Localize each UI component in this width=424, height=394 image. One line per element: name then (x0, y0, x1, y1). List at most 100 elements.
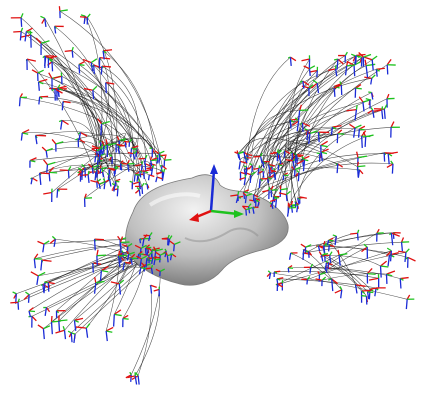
gripper-frame (373, 106, 384, 120)
frame-y-axis (260, 152, 263, 157)
frame-x-axis (125, 374, 132, 379)
frame-x-axis (75, 326, 87, 329)
gripper-frame (361, 294, 369, 305)
frame-x-axis (90, 179, 97, 183)
gripper-frame (91, 144, 104, 158)
frame-y-axis (62, 326, 66, 331)
trajectory-curve (32, 140, 120, 179)
frame-z-axis (267, 164, 271, 171)
frame-z-axis (42, 328, 45, 340)
gripper-frame (161, 234, 170, 246)
frame-z-axis (78, 132, 82, 141)
frame-y-axis (258, 165, 261, 169)
trajectory-curve (288, 136, 366, 207)
frame-z-axis (101, 171, 105, 178)
frame-z-axis (308, 133, 311, 145)
frame-x-axis (41, 146, 47, 152)
frame-x-axis (364, 56, 373, 61)
trajectory-curve (277, 254, 340, 285)
frame-x-axis (134, 189, 140, 194)
frame-z-axis (243, 177, 247, 186)
world-origin-frame (189, 164, 244, 222)
gripper-frame (79, 170, 90, 184)
gripper-frame (316, 244, 324, 252)
frame-x-axis (386, 163, 394, 168)
frame-y-axis (102, 178, 106, 182)
gripper-frame (399, 276, 409, 289)
frame-z-axis (149, 285, 153, 294)
frame-z-axis (58, 320, 61, 332)
gripper-frame (136, 255, 147, 267)
frame-y-axis (309, 130, 318, 135)
frame-y-axis (144, 154, 148, 159)
gripper-frame (58, 119, 69, 130)
frame-z-axis (316, 83, 320, 94)
gripper-frame (33, 253, 43, 269)
gripper-frame (105, 326, 114, 342)
frame-x-axis (83, 87, 93, 91)
frame-x-axis (296, 159, 305, 165)
frame-z-axis (40, 259, 43, 271)
frame-y-axis (248, 203, 252, 208)
frame-z-axis (90, 62, 94, 72)
gripper-frame (108, 168, 116, 175)
frame-x-axis (82, 58, 92, 64)
frame-x-axis (101, 140, 105, 147)
frame-x-axis (320, 140, 328, 146)
frame-y-axis (243, 165, 247, 168)
frame-y-axis (355, 87, 362, 90)
frame-x-axis (361, 246, 368, 253)
frame-y-axis (285, 190, 291, 196)
frame-y-axis (346, 64, 355, 67)
frame-x-axis (288, 203, 291, 209)
frame-x-axis (350, 232, 358, 235)
frame-x-axis (149, 174, 155, 178)
frame-y-axis (40, 15, 46, 19)
frame-x-axis (291, 166, 296, 171)
frame-z-axis (268, 272, 272, 280)
trajectory-curve (270, 272, 408, 300)
frame-x-axis (333, 84, 342, 89)
trajectory-curve (295, 86, 335, 197)
frame-x-axis (145, 267, 152, 270)
gripper-frame (127, 159, 135, 172)
frame-y-axis (150, 264, 154, 269)
frame-y-axis (306, 276, 311, 280)
frame-x-axis (43, 191, 52, 195)
frame-x-axis (51, 139, 57, 145)
gripper-frame (156, 168, 166, 181)
frame-x-axis (105, 139, 108, 146)
frame-z-axis (60, 120, 63, 130)
gripper-frame (129, 180, 134, 190)
frame-y-axis (367, 273, 376, 275)
frame-y-axis (86, 13, 91, 18)
gripper-frame (389, 232, 400, 246)
gripper-frame (362, 131, 374, 147)
frame-y-axis (74, 319, 79, 323)
frame-y-axis (305, 244, 312, 248)
frame-z-axis (327, 262, 330, 270)
frame-x-axis (145, 163, 152, 167)
frame-x-axis (61, 119, 69, 126)
trajectory-curve (56, 252, 124, 311)
frame-z-axis (99, 148, 102, 158)
frame-z-axis (98, 183, 101, 189)
frame-y-axis (304, 128, 309, 131)
gripper-frame (398, 248, 410, 263)
frame-z-axis (173, 244, 175, 252)
trajectory-curve (297, 127, 356, 199)
trajectory-curve (273, 133, 362, 172)
gripper-frame (83, 85, 98, 100)
frame-y-axis (113, 165, 118, 170)
frame-x-axis (242, 205, 247, 211)
frame-x-axis (400, 276, 409, 280)
gripper-frame (287, 56, 297, 67)
frame-x-axis (347, 61, 355, 66)
frame-y-axis (85, 323, 91, 329)
frame-x-axis (337, 249, 340, 256)
frame-y-axis (149, 232, 153, 236)
frame-x-axis (290, 118, 300, 121)
gripper-frame (43, 188, 53, 203)
frame-z-axis (93, 282, 97, 294)
